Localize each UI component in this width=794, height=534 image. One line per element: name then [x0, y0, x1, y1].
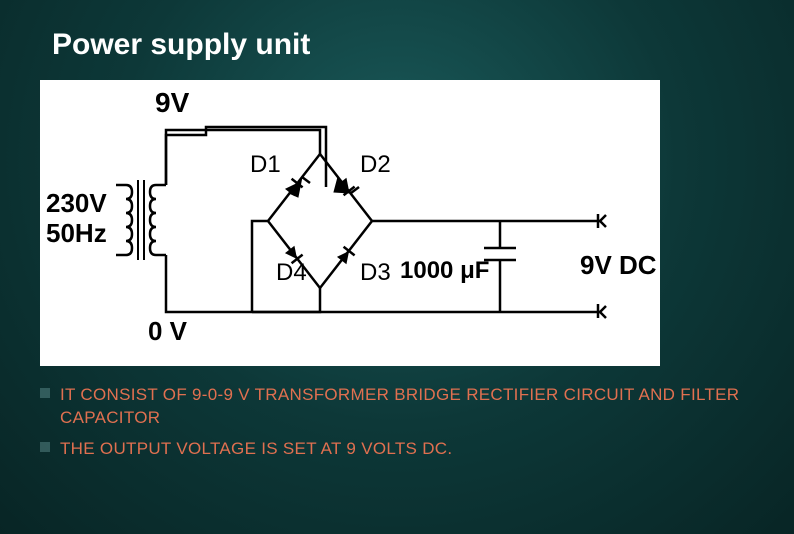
label-cap: 1000 μF [400, 257, 489, 284]
bullet-text: THE OUTPUT VOLTAGE IS SET AT 9 VOLTS DC. [60, 438, 452, 461]
slide-container: Power supply unit 9V 230V 50Hz [0, 0, 794, 497]
label-d2: D2 [360, 151, 391, 178]
bullet-text: IT CONSIST OF 9-0-9 V TRANSFORMER BRIDGE… [60, 384, 742, 430]
label-d3: D3 [360, 259, 391, 286]
transformer-secondary [150, 185, 166, 255]
bullet-item: THE OUTPUT VOLTAGE IS SET AT 9 VOLTS DC. [40, 438, 742, 461]
diodes [289, 177, 359, 197]
label-d1: D1 [250, 151, 281, 178]
bullet-marker-icon [40, 388, 50, 398]
label-50hz: 50Hz [46, 218, 107, 248]
transformer-primary [116, 185, 132, 255]
label-d4: D4 [276, 259, 307, 286]
slide-title: Power supply unit [52, 28, 742, 62]
circuit-diagram: 9V 230V 50Hz [40, 80, 660, 366]
label-0v: 0 V [148, 316, 188, 346]
label-out: 9V DC [580, 250, 657, 280]
bullet-item: IT CONSIST OF 9-0-9 V TRANSFORMER BRIDGE… [40, 384, 742, 430]
bullet-marker-icon [40, 442, 50, 452]
label-9v: 9V [155, 87, 190, 118]
circuit-svg: 9V 230V 50Hz [40, 80, 660, 366]
bullet-list: IT CONSIST OF 9-0-9 V TRANSFORMER BRIDGE… [40, 384, 742, 461]
label-230v: 230V [46, 188, 107, 218]
